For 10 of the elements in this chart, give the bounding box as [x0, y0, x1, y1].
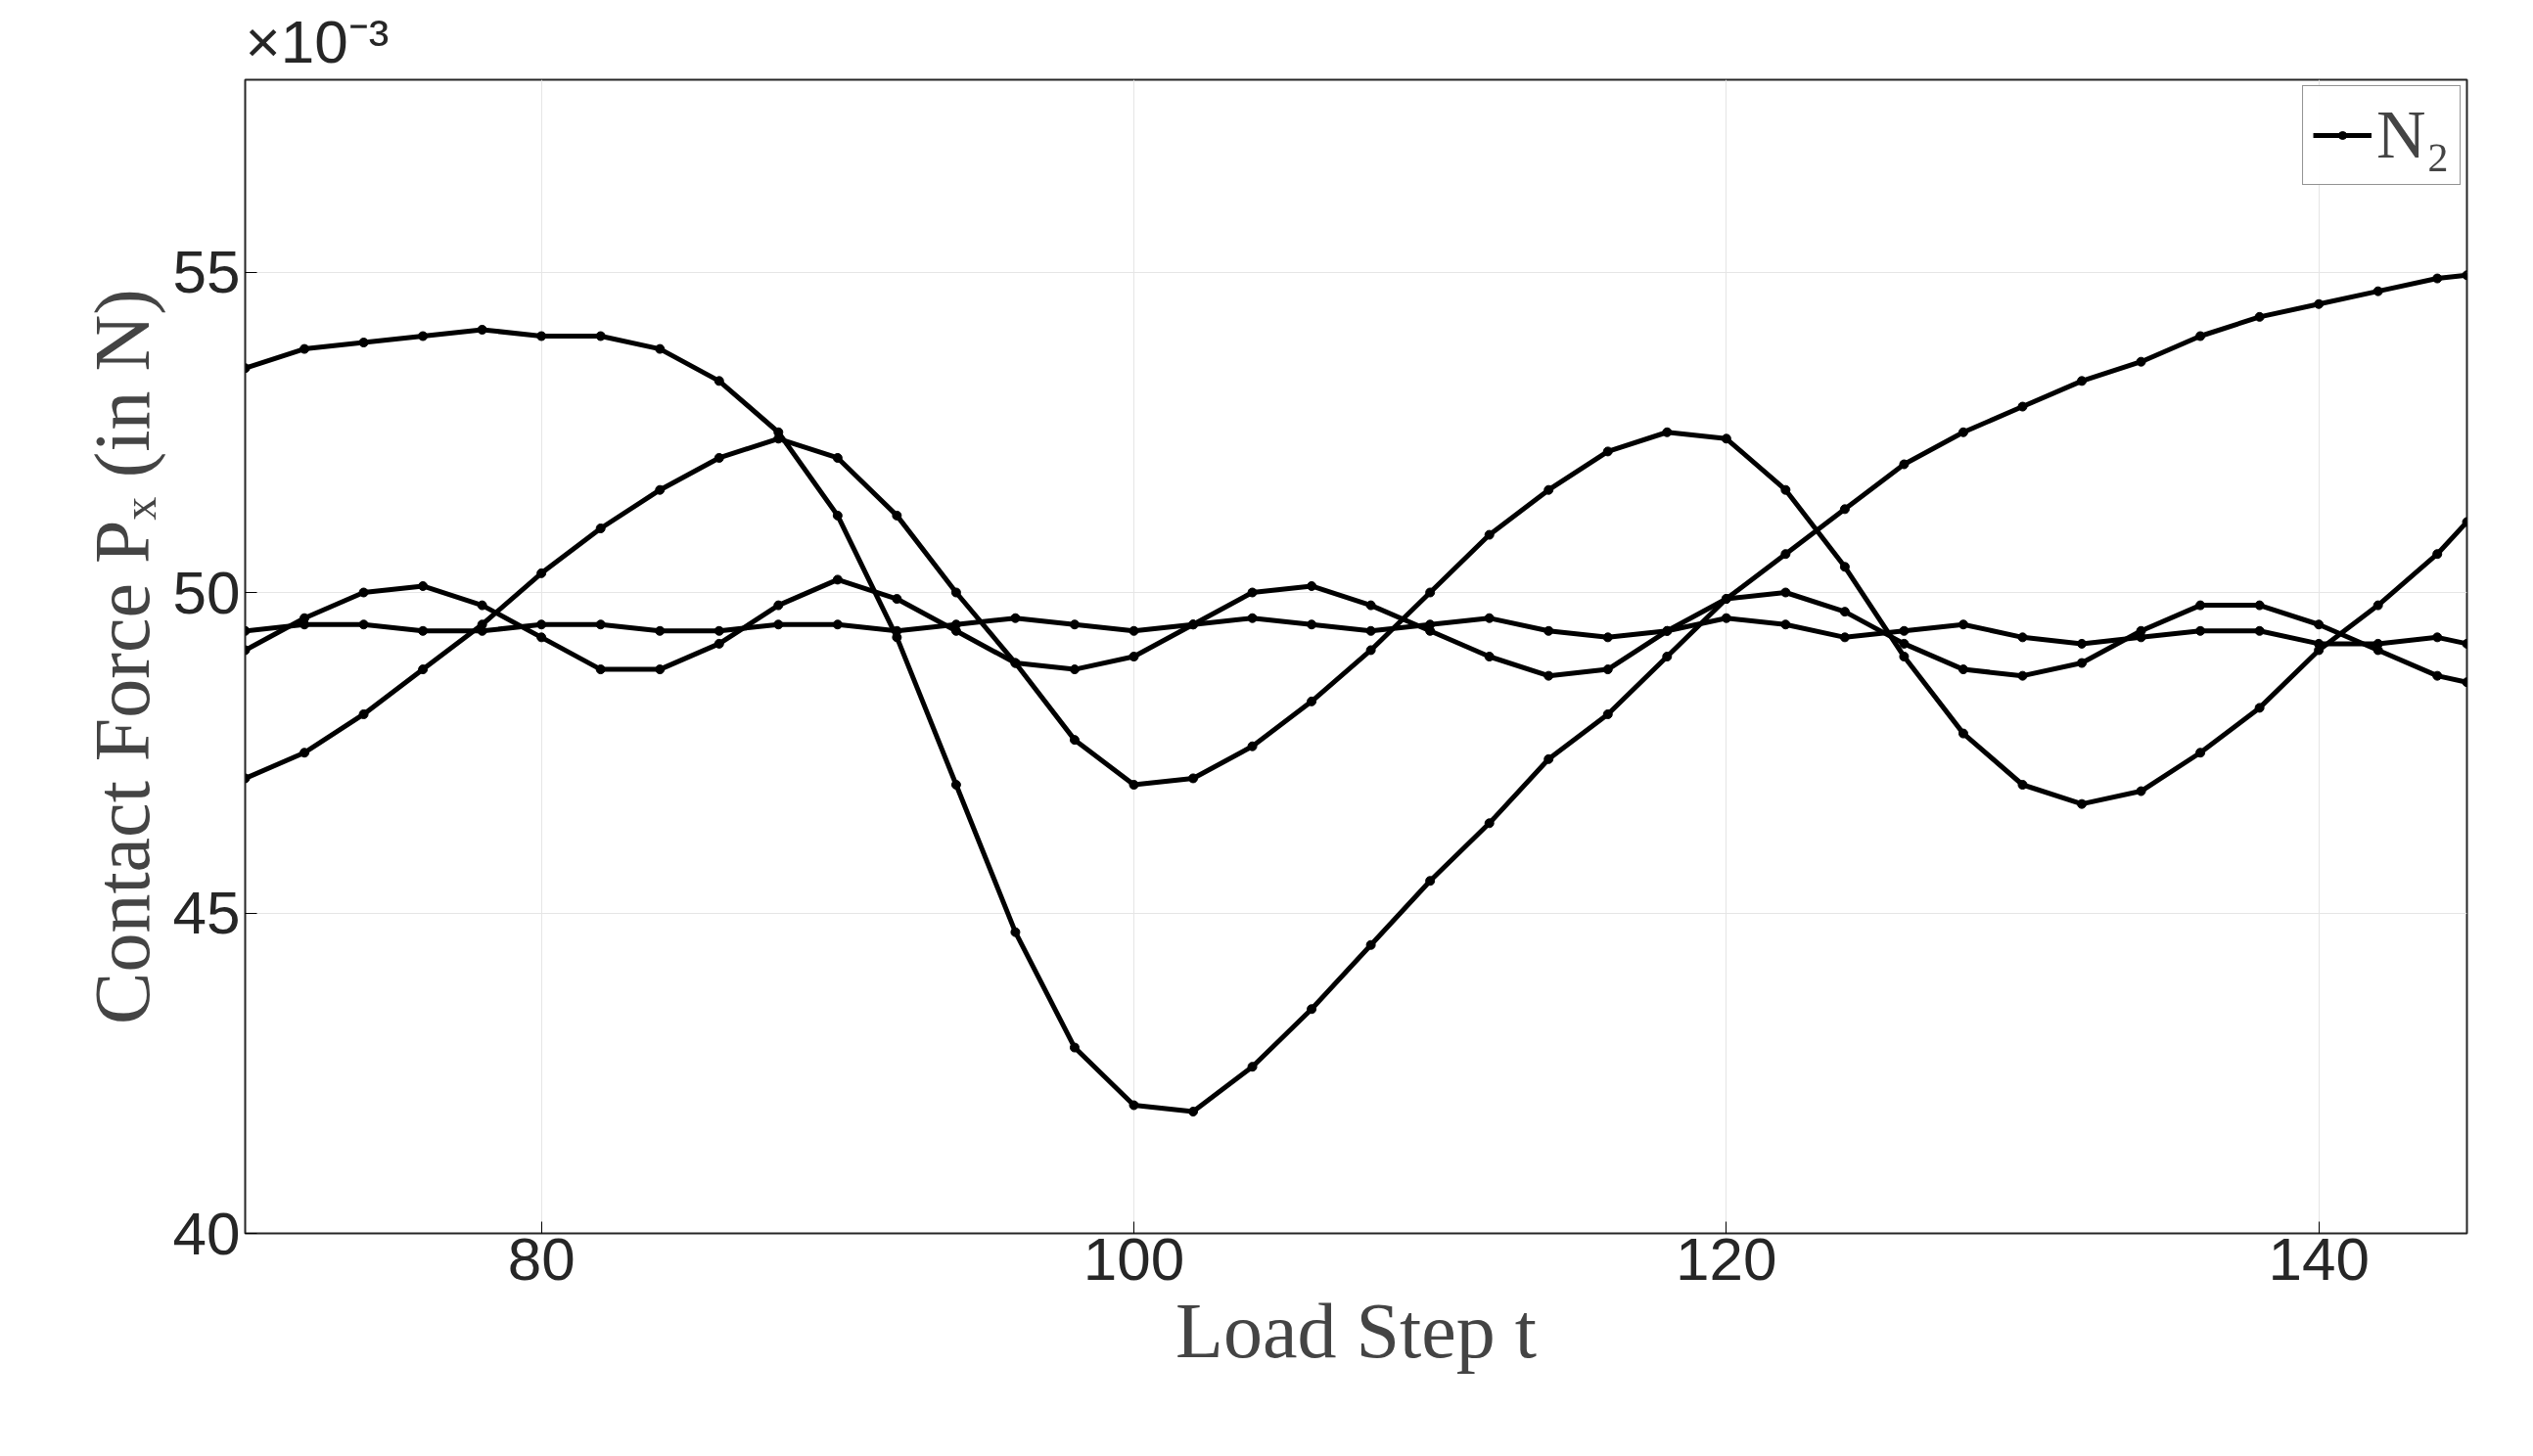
x-tick-label: 80: [507, 1224, 576, 1293]
y-tick-label: 55: [172, 238, 241, 305]
legend-label: N₂: [2376, 96, 2450, 174]
y-axis-title: Contact Force Pₓ (in N): [78, 289, 166, 1024]
y-tick-label: 50: [172, 558, 241, 626]
x-tick-label: 140: [2268, 1224, 2370, 1293]
text: ×10⁻³: [245, 7, 390, 75]
x-tick-label: 120: [1676, 1224, 1777, 1293]
y-tick-label: 40: [172, 1199, 241, 1267]
y-tick-label: 45: [172, 879, 241, 946]
